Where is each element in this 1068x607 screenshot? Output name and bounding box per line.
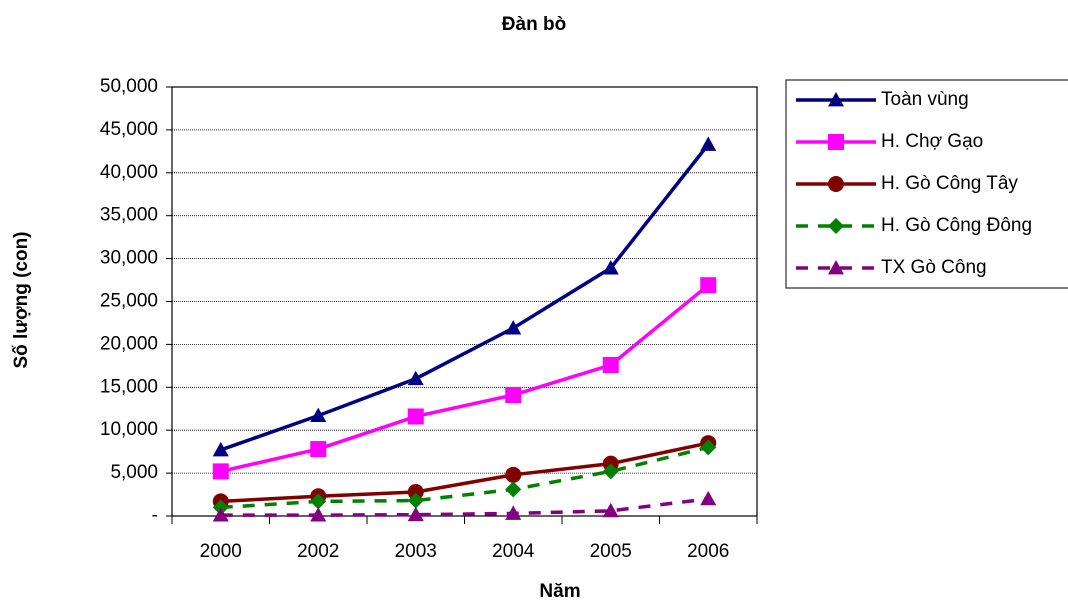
y-tick-label: 25,000 [100, 291, 158, 312]
series-line [220, 445, 709, 510]
y-tick-label: - [152, 505, 158, 526]
marker [700, 439, 717, 456]
y-tick-label: 35,000 [100, 205, 158, 226]
y-tick-label: 40,000 [100, 162, 158, 183]
marker [505, 505, 522, 520]
x-tick-label: 2003 [395, 541, 437, 562]
marker [700, 490, 717, 506]
marker [407, 408, 424, 425]
chart-title: Đàn bò [502, 14, 566, 35]
legend-label: H. Chợ Gạo [881, 131, 983, 152]
y-tick-label: 20,000 [100, 333, 158, 354]
y-tick-label: 30,000 [100, 248, 158, 269]
marker [212, 441, 229, 457]
x-tick-label: 2000 [200, 541, 242, 562]
x-tick-label: 2006 [687, 541, 729, 562]
marker [505, 320, 522, 335]
x-axis-title: Năm [539, 581, 580, 602]
y-tick-label: 50,000 [100, 76, 158, 97]
legend-label: TX Gò Công [881, 257, 987, 278]
marker [602, 260, 619, 275]
legend-marker [828, 260, 844, 275]
marker [407, 506, 424, 522]
marker [212, 463, 229, 480]
marker [407, 370, 424, 386]
series-line [220, 143, 710, 452]
marker [505, 387, 522, 404]
marker [602, 502, 619, 518]
legend-label: H. Gò Công Tây [881, 173, 1018, 194]
y-tick-label: 45,000 [100, 119, 158, 140]
y-tick-label: 10,000 [100, 419, 158, 440]
legend-label: Toàn vùng [881, 89, 969, 110]
series-line [220, 441, 709, 504]
marker [310, 441, 327, 458]
legend-marker [828, 218, 844, 234]
legend-marker [828, 176, 844, 192]
marker [212, 507, 229, 522]
marker [310, 407, 327, 423]
x-tick-label: 2004 [492, 541, 535, 562]
legend-label: H. Gò Công Đông [881, 215, 1032, 236]
marker [407, 483, 424, 500]
x-tick-label: 2002 [297, 541, 339, 562]
series-line [220, 497, 709, 517]
marker [505, 481, 522, 498]
marker [407, 492, 424, 509]
marker [310, 493, 327, 510]
marker [700, 136, 717, 151]
legend-marker [828, 134, 844, 150]
legend-marker [828, 92, 844, 107]
marker [700, 277, 717, 294]
marker [505, 466, 522, 483]
y-tick-label: 15,000 [100, 376, 158, 397]
x-tick-label: 2005 [590, 541, 632, 562]
series-line [220, 283, 710, 474]
marker [602, 463, 619, 480]
y-axis-title: Số lượng (con) [11, 231, 32, 368]
marker [310, 507, 327, 522]
marker [602, 356, 619, 373]
y-tick-label: 5,000 [110, 462, 158, 483]
